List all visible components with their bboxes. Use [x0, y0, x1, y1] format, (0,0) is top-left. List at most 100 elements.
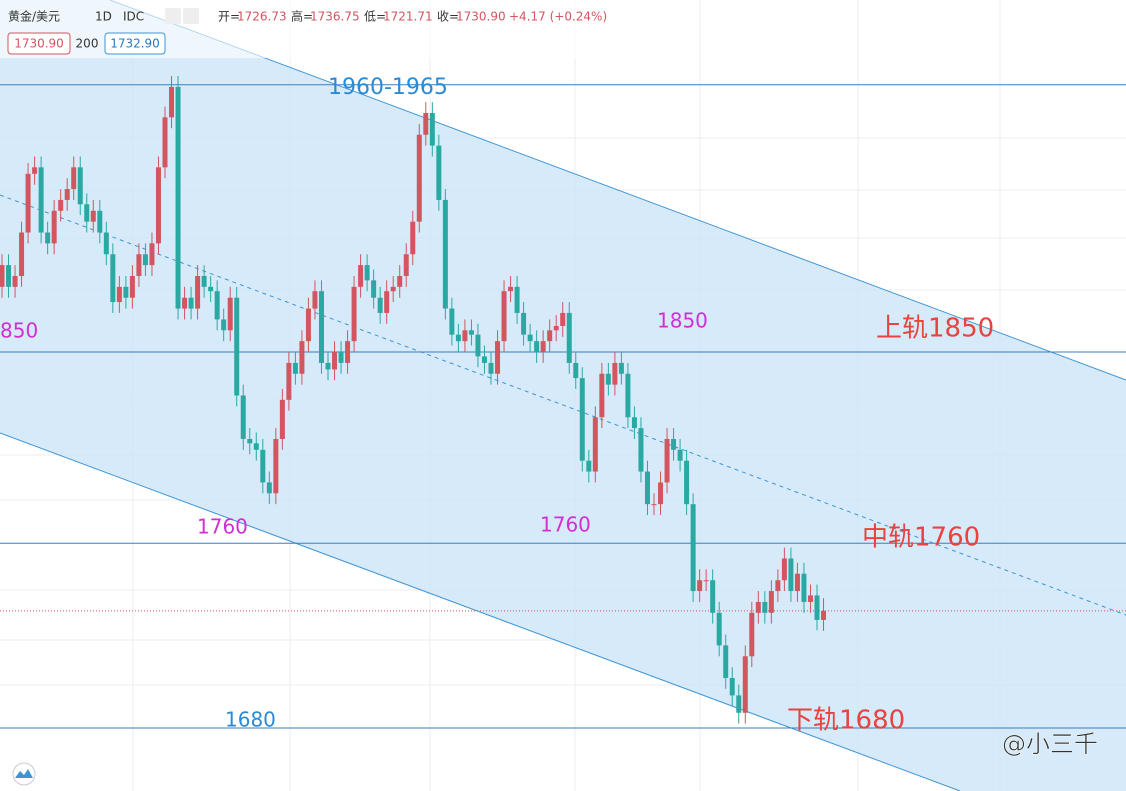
candle-body: [612, 362, 618, 385]
candle-body: [318, 291, 324, 363]
candle-body: [247, 438, 253, 444]
candle-body: [742, 656, 748, 713]
candle-body: [579, 378, 585, 461]
candle-body: [195, 275, 201, 309]
candle-body: [501, 291, 507, 342]
candle-body: [423, 113, 429, 135]
ohlc-eq: =: [230, 10, 240, 24]
candle-body: [19, 232, 25, 276]
candle-body: [436, 145, 442, 200]
candle-body: [286, 362, 292, 400]
candle-body: [690, 504, 696, 592]
candle-body: [182, 297, 188, 309]
candle-body: [664, 438, 670, 483]
candle-body: [358, 265, 364, 287]
candle-body: [90, 210, 96, 222]
candle-body: [384, 291, 390, 313]
candle-body: [553, 325, 559, 331]
candle-body: [638, 428, 644, 472]
candle-body: [136, 254, 142, 276]
candle-body: [169, 86, 175, 118]
candle-body: [77, 167, 83, 205]
candle-body: [325, 362, 331, 370]
candle-body: [292, 362, 298, 374]
annotation: 上轨1850: [876, 314, 994, 344]
ask: 1732.90: [110, 37, 160, 51]
candle-body: [481, 356, 487, 363]
watermark: @小三千: [1002, 730, 1098, 758]
bid: 1730.90: [14, 37, 64, 51]
candle-body: [514, 286, 520, 313]
candle-body: [729, 678, 735, 696]
candle-body: [625, 373, 631, 418]
logo: [12, 762, 36, 786]
candle-body: [677, 449, 683, 461]
candle-body: [403, 254, 409, 276]
candle-body: [527, 334, 533, 342]
ohlc-value: 1726.73: [237, 10, 287, 24]
annotation: 1760: [540, 513, 591, 537]
header-bg: [0, 0, 600, 58]
candle-body: [508, 286, 514, 292]
ohlc-value: 1736.75: [310, 10, 360, 24]
annotations: 1960-1965 850 1850 上轨1850 1760 1760 中轨1760 1680…: [0, 75, 1098, 758]
candle-body: [84, 204, 90, 222]
candle-body: [586, 460, 592, 472]
candle-body: [573, 362, 579, 379]
channel-mid: [0, 194, 1126, 616]
candle-body: [768, 591, 774, 613]
ohlc-eq: =: [376, 10, 386, 24]
candle-body: [129, 275, 135, 298]
ohlc-label: 开: [218, 10, 230, 24]
channel-upper: [109, 0, 1126, 381]
candle-body: [416, 134, 422, 222]
compare-button[interactable]: [183, 8, 199, 24]
candle-body: [332, 352, 338, 370]
candle-body: [775, 580, 781, 592]
candle-body: [110, 254, 116, 303]
candle-body: [51, 210, 57, 244]
candle-body: [32, 167, 38, 174]
candle-body: [794, 573, 800, 592]
candle-body: [338, 352, 344, 363]
candle-body: [495, 341, 501, 374]
hide-button[interactable]: [165, 8, 181, 24]
candle-body: [234, 297, 240, 396]
candle-body: [221, 319, 227, 331]
candle-body: [429, 113, 435, 146]
candle-body: [566, 312, 572, 363]
candle-body: [788, 558, 794, 592]
candle-body: [149, 243, 155, 266]
candle-body: [175, 86, 181, 309]
candle-body: [540, 341, 546, 353]
candles: [0, 76, 827, 724]
candle-body: [716, 612, 722, 646]
spread: 200: [76, 37, 99, 51]
candle-body: [755, 601, 761, 613]
candle-body: [279, 399, 285, 439]
candle-body: [253, 443, 259, 450]
annotation: 1760: [197, 515, 248, 539]
candle-body: [475, 334, 481, 357]
candle-body: [651, 504, 657, 506]
candle-body: [801, 573, 807, 602]
ohlc-value: 1730.90: [456, 10, 506, 24]
annotation: 1960-1965: [328, 75, 448, 100]
candle-body: [188, 297, 194, 309]
candle-body: [260, 449, 266, 483]
candle-body: [312, 291, 318, 309]
candle-body: [671, 438, 677, 450]
candle-body: [547, 330, 553, 342]
candle-body: [710, 580, 716, 613]
candle-body: [807, 595, 813, 602]
annotation: 1850: [657, 309, 708, 333]
annotation: 中轨1760: [862, 523, 980, 553]
candle-body: [468, 330, 474, 335]
change: +4.17 (+0.24%): [509, 10, 607, 24]
candle-body: [723, 645, 729, 678]
candle-body: [0, 265, 5, 287]
candle-body: [103, 232, 109, 255]
candle-body: [240, 395, 246, 439]
candle-body: [377, 297, 383, 313]
candle-body: [390, 286, 396, 292]
